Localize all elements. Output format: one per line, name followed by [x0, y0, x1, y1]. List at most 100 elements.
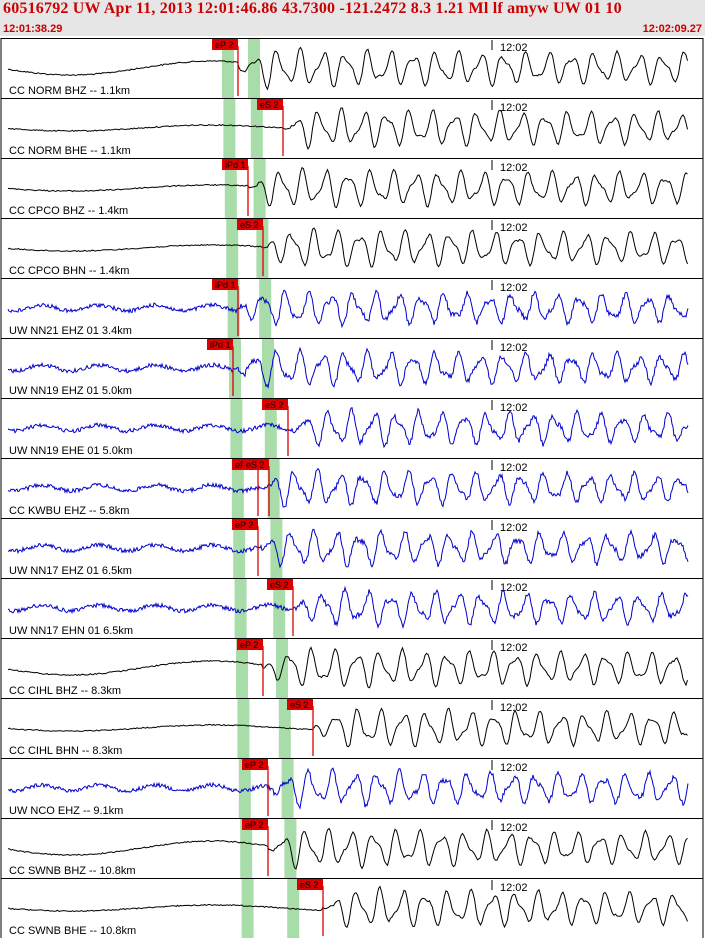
- p-window: [224, 158, 237, 218]
- pick-label-box[interactable]: [257, 99, 283, 110]
- minute-label: 12:02: [500, 402, 528, 414]
- station-label: CC CPCO BHN -- 1.4km: [9, 265, 129, 277]
- pick-label-box[interactable]: [207, 339, 233, 350]
- pick-label: eP 2: [245, 760, 263, 770]
- waveform: [7, 46, 688, 91]
- minute-label: 12:02: [500, 162, 528, 174]
- pick-label-box[interactable]: [232, 519, 258, 530]
- p-window: [222, 38, 234, 98]
- pick-label-box[interactable]: [242, 819, 268, 830]
- p-window: [233, 518, 246, 578]
- station-label: CC CPCO BHZ -- 1.4km: [9, 205, 128, 217]
- waveform: [7, 646, 688, 689]
- pick-label-box[interactable]: [287, 699, 313, 710]
- minute-label: 12:02: [500, 102, 528, 114]
- trace-panel: 12:02 eS 2 CC NORM BHE -- 1.1km: [0, 98, 704, 159]
- trace-panel: 12:02 iPd 1 UW NN19 EHZ 01 5.0km: [0, 338, 704, 399]
- pick-label-box[interactable]: [243, 459, 269, 470]
- p-window: [240, 818, 253, 878]
- p-window: [237, 698, 250, 758]
- pick-label-box[interactable]: [212, 279, 238, 290]
- station-label: CC CIHL BHN -- 8.3km: [9, 745, 122, 757]
- minute-label: 12:02: [500, 462, 528, 474]
- s-window: [270, 518, 283, 578]
- p-window: [229, 338, 241, 398]
- station-label: UW NN19 EHE 01 5.0km: [9, 445, 132, 457]
- s-window: [250, 98, 263, 158]
- minute-label: 12:02: [500, 42, 528, 54]
- waveform: [7, 227, 688, 268]
- pick-label-box[interactable]: [297, 879, 323, 890]
- pick-label-box[interactable]: [237, 639, 263, 650]
- pick-label-box[interactable]: [212, 39, 238, 50]
- event-title: 60516792 UW Apr 11, 2013 12:01:46.86 43.…: [3, 0, 622, 17]
- minute-label: 12:02: [500, 882, 528, 894]
- waveform: [7, 467, 689, 508]
- p-window: [234, 578, 247, 638]
- p-window: [236, 638, 248, 698]
- p-window: [226, 218, 239, 278]
- waveform: [7, 407, 689, 449]
- waveform: [7, 585, 689, 630]
- pick-label: eP 2: [235, 520, 253, 530]
- pick-label: eP 2: [245, 820, 263, 830]
- s-window: [248, 38, 260, 98]
- pick-label-box[interactable]: [267, 579, 293, 590]
- pick-label: eS 2: [240, 220, 259, 230]
- time-end-label: 12:02:09.27: [642, 23, 702, 35]
- pick-label: iPd 1: [215, 280, 236, 290]
- s-window: [273, 578, 286, 638]
- pick-windows: [222, 38, 300, 938]
- trace-panel: 12:02 eS 2 CC CIHL BHN -- 8.3km: [0, 698, 704, 759]
- minute-label: 12:02: [500, 342, 528, 354]
- minute-label: 12:02: [500, 642, 528, 654]
- s-window: [264, 398, 277, 458]
- pick-label: eP 2: [240, 640, 258, 650]
- station-label: UW NN21 EHZ 01 3.4km: [9, 325, 132, 337]
- p-window: [230, 398, 243, 458]
- trace-panel: 12:02 eS 2 CC CPCO BHN -- 1.4km: [0, 218, 704, 279]
- s-window: [262, 338, 274, 398]
- s-window: [253, 158, 266, 218]
- p-window: [223, 98, 236, 158]
- minute-label: 12:02: [500, 522, 528, 534]
- s-window: [259, 278, 272, 338]
- p-window: [231, 458, 244, 518]
- waveform: [7, 166, 688, 209]
- waveform: [8, 767, 689, 810]
- trace-panel: 12:02 iPd 1 UW NN21 EHZ 01 3.4km: [0, 278, 704, 339]
- pick-label: eS 2: [290, 700, 309, 710]
- panel-frame: [0, 878, 704, 938]
- header-bar: 60516792 UW Apr 11, 2013 12:01:46.86 43.…: [0, 0, 705, 36]
- station-label: CC NORM BHE -- 1.1km: [9, 145, 131, 157]
- pick-label-box[interactable]: [262, 399, 288, 410]
- pick-label-box[interactable]: [237, 219, 263, 230]
- trace-panel: 12:02 iPd 1 CC CPCO BHZ -- 1.4km: [0, 158, 704, 219]
- pick-label-box[interactable]: [242, 759, 268, 770]
- trace-panel: 12:02 eP 2 UW NCO EHZ -- 9.1km: [0, 758, 704, 819]
- waveform: [7, 346, 689, 390]
- waveform: [7, 289, 689, 329]
- pick-label: eS 2: [265, 400, 284, 410]
- waveform: [7, 528, 689, 569]
- waveform: [7, 885, 688, 929]
- trace-panel: 12:02 eS 2 UW NN19 EHE 01 5.0km: [0, 398, 704, 459]
- minute-label: 12:02: [500, 582, 528, 594]
- pick-label: eS 2: [300, 880, 319, 890]
- station-label: UW NN19 EHZ 01 5.0km: [9, 385, 132, 397]
- minute-label: 12:02: [500, 222, 528, 234]
- station-label: CC SWNB BHE -- 10.8km: [9, 925, 136, 937]
- pick-label: eS 2: [260, 100, 279, 110]
- trace-panel: 12:02 eS 2 CC SWNB BHE -- 10.8km: [0, 878, 704, 938]
- seismogram-plot: 12:02 eP 2 CC NORM BHZ -- 1.1km 12:02 eS 2 CC…: [0, 38, 704, 938]
- station-label: CC CIHL BHZ -- 8.3km: [9, 685, 121, 697]
- pick-label: iPd 1: [225, 160, 246, 170]
- s-window: [267, 458, 280, 518]
- waveform: [7, 107, 688, 151]
- pick-label: eP 2: [215, 40, 233, 50]
- pick-label-box[interactable]: [222, 159, 248, 170]
- p-window: [227, 278, 240, 338]
- trace-panel: 12:02 eP 2 CC SWNB BHZ -- 10.8km: [0, 818, 704, 879]
- station-label: CC KWBU EHZ -- 5.8km: [9, 505, 129, 517]
